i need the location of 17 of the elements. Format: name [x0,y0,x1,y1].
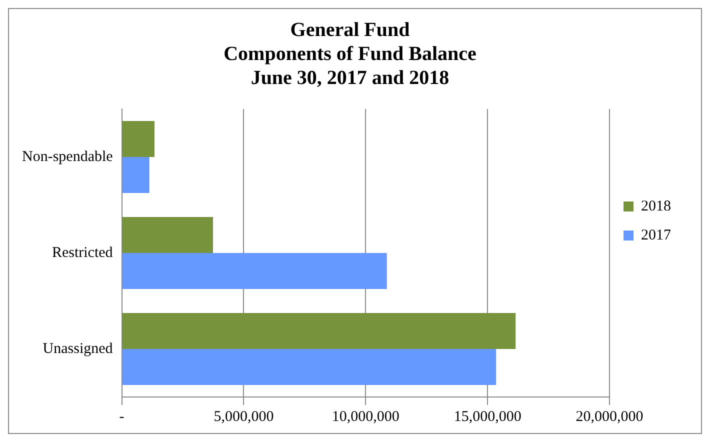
bar [122,349,496,385]
y-tick-label: Non-spendable [22,148,114,165]
bar [122,253,387,289]
bar [122,157,150,193]
x-tick-label: 15,000,000 [454,408,522,425]
x-tick-label: 20,000,000 [576,408,644,425]
bar [122,217,214,253]
y-tick-label: Restricted [52,244,114,261]
legend-label: 2018 [641,198,671,214]
legend-label: 2017 [641,227,672,244]
chart-title: General Fund Components of Fund Balance June 30, 2017 and 2018 [224,19,477,90]
x-tick-label: - [119,408,124,425]
x-tick-label: 5,000,000 [214,408,274,425]
bar [122,313,516,349]
bar [122,121,154,157]
y-tick-label: Unassigned [42,340,114,357]
x-tick-label: 10,000,000 [332,408,400,425]
